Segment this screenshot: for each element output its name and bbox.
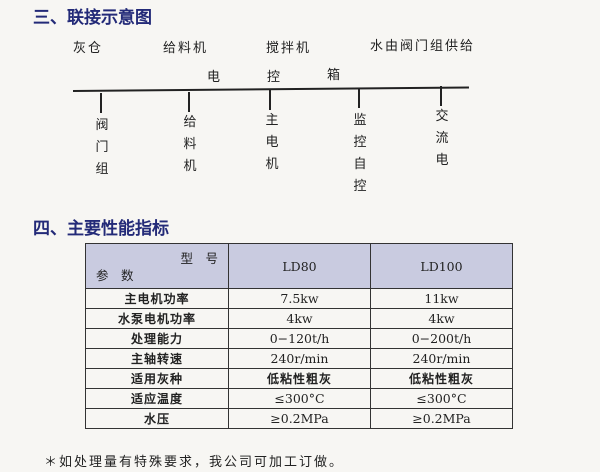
header-param: 参 数: [96, 268, 134, 283]
param-cell: 水压: [85, 408, 229, 429]
param-cell: 适用灰种: [85, 368, 229, 389]
value-cell: ≤300°C: [228, 388, 371, 409]
table-row: 水泵电机功率 4kw 4kw: [85, 308, 513, 329]
char: 监: [353, 113, 367, 128]
table-row: 主轴转速 240r/min 240r/min: [85, 348, 513, 369]
label-water-supply: 水由阀门组供给: [370, 39, 476, 54]
table-row: 处理能力 0−120t/h 0−200t/h: [85, 328, 513, 349]
param-cell: 适应温度: [85, 388, 229, 409]
param-cell: 主轴转速: [85, 348, 229, 369]
char: 机: [265, 157, 279, 172]
box-label-3: 箱: [327, 68, 343, 83]
footnote: ＊如处理量有特殊要求，我公司可加工订做。: [44, 455, 345, 470]
section3-title: 三、联接示意图: [33, 8, 152, 28]
value-cell: 7.5kw: [228, 288, 371, 309]
label-mixer: 搅拌机: [266, 41, 312, 56]
char: 机: [183, 159, 197, 174]
branch-valve-group: 阀门组: [94, 115, 110, 181]
value-cell: ≥0.2MPa: [370, 408, 513, 429]
value-cell: 11kw: [370, 288, 513, 309]
char: 控: [353, 135, 367, 150]
char: 阀: [95, 118, 109, 133]
section4-title: 四、主要性能指标: [33, 219, 169, 239]
char: 主: [265, 113, 279, 128]
diagonal-header-cell: 型 号 参 数: [85, 243, 229, 289]
table-row: 适应温度 ≤300°C ≤300°C: [85, 388, 513, 409]
branch-line: [440, 86, 442, 106]
branch-line: [100, 93, 102, 113]
box-label-1: 电: [207, 70, 223, 85]
char: 自: [353, 157, 367, 172]
param-cell: 处理能力: [85, 328, 229, 349]
branch-main-motor: 主电机: [264, 110, 280, 176]
value-cell: 0−200t/h: [370, 328, 513, 349]
char: 门: [95, 140, 109, 155]
table-row: 适用灰种 低粘性粗灰 低粘性粗灰: [85, 368, 513, 389]
column-header: LD100: [370, 243, 513, 289]
value-cell: 4kw: [228, 308, 371, 329]
header-model: 型 号: [180, 251, 218, 266]
value-cell: 240r/min: [228, 348, 371, 369]
char: 料: [183, 137, 197, 152]
value-cell: ≥0.2MPa: [228, 408, 371, 429]
value-cell: 240r/min: [370, 348, 513, 369]
char: 组: [95, 162, 109, 177]
column-header: LD80: [228, 243, 371, 289]
branch-line: [269, 90, 271, 110]
branch-monitor-control: 监控自控: [352, 110, 368, 198]
char: 给: [183, 115, 197, 130]
label-feeder: 给料机: [163, 41, 209, 56]
char: 电: [435, 153, 449, 168]
value-cell: 0−120t/h: [228, 328, 371, 349]
branch-ac-power: 交流电: [434, 106, 450, 172]
table-row: 主电机功率 7.5kw 11kw: [85, 288, 513, 309]
box-label-2: 控: [267, 70, 283, 85]
value-cell: ≤300°C: [370, 388, 513, 409]
char: 控: [353, 179, 367, 194]
char: 流: [435, 131, 449, 146]
branch-line: [358, 88, 360, 108]
param-cell: 主电机功率: [85, 288, 229, 309]
table-row: 水压 ≥0.2MPa ≥0.2MPa: [85, 408, 513, 429]
value-cell: 低粘性粗灰: [370, 368, 513, 389]
label-ash-silo: 灰仓: [73, 41, 104, 56]
table-header-row: 型 号 参 数 LD80 LD100: [85, 243, 513, 289]
branch-feeder: 给料机: [182, 112, 198, 178]
value-cell: 低粘性粗灰: [228, 368, 371, 389]
char: 交: [435, 109, 449, 124]
param-cell: 水泵电机功率: [85, 308, 229, 329]
char: 电: [265, 135, 279, 150]
value-cell: 4kw: [370, 308, 513, 329]
branch-line: [188, 92, 190, 112]
spec-table: 型 号 参 数 LD80 LD100 主电机功率 7.5kw 11kw 水泵电机功率…: [85, 243, 513, 429]
